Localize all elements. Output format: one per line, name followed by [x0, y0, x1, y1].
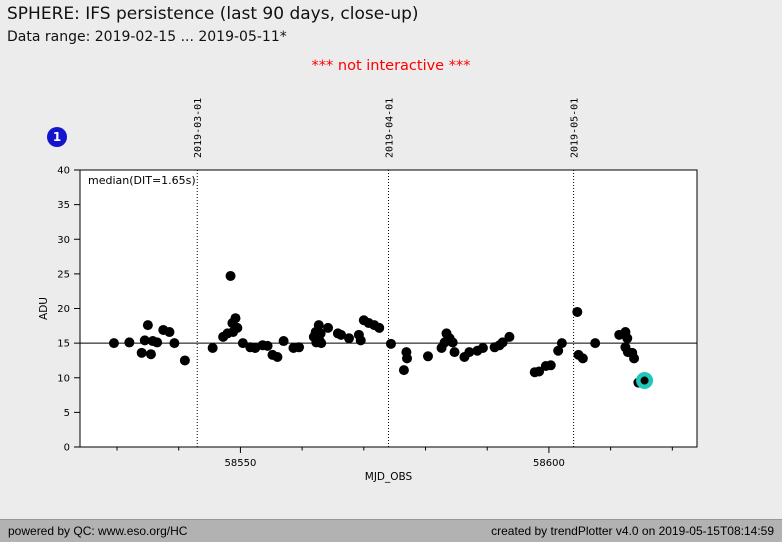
data-point	[398, 365, 409, 376]
data-point	[139, 335, 150, 346]
data-point	[316, 338, 327, 349]
data-point	[272, 351, 283, 362]
median-annotation: median(DIT=1.65s)	[88, 174, 196, 187]
data-point	[262, 340, 273, 351]
data-point	[504, 331, 515, 342]
data-point	[323, 322, 334, 333]
date-gridline-label: 2019-03-01	[193, 98, 204, 158]
y-tick-label: 40	[57, 166, 70, 177]
highlighted-data-point-core	[640, 376, 649, 385]
data-point	[108, 338, 119, 349]
data-point	[207, 342, 218, 353]
y-tick-label: 15	[57, 339, 70, 350]
data-point	[355, 335, 366, 346]
data-point	[237, 338, 248, 349]
y-tick-label: 10	[57, 373, 70, 384]
x-tick-label: 58600	[533, 458, 565, 469]
data-point	[629, 353, 640, 364]
data-point	[124, 337, 135, 348]
not-interactive-notice: *** not interactive ***	[311, 58, 471, 74]
y-tick-label: 0	[64, 443, 70, 454]
data-point	[142, 320, 153, 331]
data-point	[622, 333, 633, 344]
data-point	[313, 320, 324, 331]
data-point	[225, 270, 236, 281]
data-point	[145, 349, 156, 360]
data-point	[315, 328, 326, 339]
y-tick-label: 25	[57, 269, 70, 280]
data-point	[374, 322, 385, 333]
y-tick-label: 30	[57, 235, 70, 246]
footer-powered-by: powered by QC: www.eso.org/HC	[8, 524, 188, 538]
data-point	[232, 322, 243, 333]
data-point	[230, 313, 241, 324]
data-point	[402, 353, 413, 364]
y-tick-label: 5	[64, 408, 70, 419]
data-point	[447, 337, 458, 348]
data-point	[590, 338, 601, 349]
data-point	[556, 338, 567, 349]
data-point	[553, 345, 564, 356]
data-point	[335, 329, 346, 340]
x-tick-label: 58550	[225, 458, 257, 469]
data-point	[534, 366, 545, 377]
data-point	[152, 337, 163, 348]
data-point	[385, 338, 396, 349]
data-point	[169, 338, 180, 349]
data-point	[164, 327, 175, 338]
data-point	[497, 337, 508, 348]
y-tick-label: 35	[57, 200, 70, 211]
data-point	[422, 351, 433, 362]
y-tick-label: 20	[57, 304, 70, 315]
page-title: SPHERE: IFS persistence (last 90 days, c…	[7, 4, 419, 24]
data-point	[344, 333, 355, 344]
data-point	[477, 342, 488, 353]
data-point	[577, 353, 588, 364]
x-axis-label: MJD_OBS	[365, 471, 413, 483]
footer-bar: powered by QC: www.eso.org/HC created by…	[0, 519, 782, 542]
footer-created-by: created by trendPlotter v4.0 on 2019-05-…	[491, 524, 774, 538]
page-subtitle: Data range: 2019-02-15 ... 2019-05-11*	[7, 29, 287, 45]
data-point	[572, 306, 583, 317]
date-gridline-label: 2019-05-01	[570, 98, 581, 158]
data-point	[464, 347, 475, 358]
data-point	[136, 347, 147, 358]
scatter-plot: 2019-03-01 2019-04-01 2019-05-01 0 5 10 15 20 25…	[38, 98, 698, 483]
data-point	[278, 336, 289, 347]
data-point	[545, 360, 556, 371]
data-point	[179, 355, 190, 366]
y-axis-label: ADU	[38, 297, 50, 320]
date-gridline-label: 2019-04-01	[385, 98, 396, 158]
plot-index-badge: 1	[47, 127, 67, 147]
data-point	[449, 347, 460, 358]
data-point	[294, 342, 305, 353]
